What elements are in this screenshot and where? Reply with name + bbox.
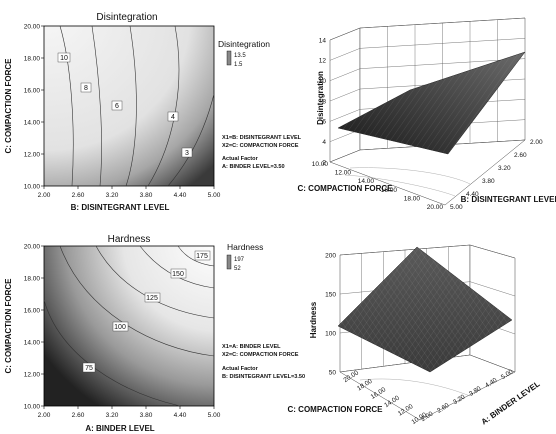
y-tick-label: 10.00: [24, 183, 41, 190]
contour2-label: 75: [85, 365, 93, 372]
surface1-x-tick: 18.00: [404, 195, 421, 202]
contour1-title: Disintegration: [96, 12, 157, 23]
contour1-label: 4: [171, 114, 175, 121]
surface1-y-tick: 3.80: [482, 178, 495, 185]
y-tick-label: 12.00: [24, 151, 41, 158]
surface2-z-tick: 50: [329, 369, 337, 376]
contour2-legend-max: 197: [234, 257, 245, 263]
contour2-fill: [43, 245, 215, 407]
surface1-z-tick: 4: [322, 139, 326, 146]
surface1-zlabel: Disintegration: [316, 71, 325, 125]
y-tick-label: 12.00: [24, 371, 41, 378]
y-tick-label: 18.00: [24, 275, 41, 282]
surface1-z-tick: 6: [322, 119, 326, 126]
y-tick-label: 14.00: [24, 119, 41, 126]
surface1-z-tick: 8: [322, 98, 326, 105]
x-tick-label: 3.20: [106, 192, 119, 199]
surface1-x-tick: 10.00: [312, 161, 329, 168]
contour2-ylabel: C: COMPACTION FORCE: [4, 278, 13, 374]
contour1-note: X1=B: DISINTEGRANT LEVEL: [222, 135, 302, 141]
contour1-note: X2=C: COMPACTION FORCE: [222, 143, 299, 149]
x-tick-label: 3.20: [106, 412, 119, 419]
contour2-legend-title: Hardness: [227, 242, 263, 252]
disintegration-contour-panel: Disintegration 10 8 6 4 3 10.00 12.00 14.0…: [4, 12, 302, 212]
contour2-note: B: DISINTEGRANT LEVEL=3.50: [222, 374, 305, 380]
surface1-y-tick: 2.60: [514, 152, 527, 159]
contour2-label: 175: [196, 253, 208, 260]
y-tick-label: 16.00: [24, 307, 41, 314]
contour1-xlabel: B: DISINTEGRANT LEVEL: [71, 203, 170, 212]
contour2-xlabel: A: BINDER LEVEL: [85, 424, 154, 433]
contour1-legend-min: 1.5: [234, 62, 243, 68]
contour1-fill: [43, 25, 215, 187]
contour1-legend-title: Disintegration: [218, 39, 270, 49]
contour1-label: 8: [84, 85, 88, 92]
contour1-label: 6: [115, 103, 119, 110]
x-tick-label: 4.40: [174, 412, 187, 419]
contour1-line: [147, 25, 180, 187]
surface1-x-tick: 14.00: [358, 178, 375, 185]
contour2-note: Actual Factor: [222, 366, 259, 372]
contour1-line: [59, 25, 74, 187]
y-tick-label: 20.00: [24, 23, 41, 30]
surface1-y-tick: 3.20: [498, 165, 511, 172]
contour1-ylabel: C: COMPACTION FORCE: [4, 58, 13, 154]
x-tick-label: 5.00: [208, 192, 221, 199]
contour1-line: [125, 25, 137, 187]
surface1-x-tick: 16.00: [381, 187, 398, 194]
contour2-label: 125: [146, 295, 158, 302]
contour2-title: Hardness: [108, 234, 151, 245]
contour1-note: Actual Factor: [222, 156, 259, 162]
surface1-z-tick: 10: [319, 78, 327, 85]
contour2-legend-swatch: [226, 254, 232, 270]
x-tick-label: 2.00: [38, 412, 51, 419]
surface1-y-tick: 4.40: [466, 191, 479, 198]
surface2-xlabel: C: COMPACTION FORCE: [288, 405, 384, 414]
x-tick-label: 3.80: [140, 412, 153, 419]
surface2-z-tick: 150: [325, 291, 336, 298]
contour1-legend-max: 13.5: [234, 53, 246, 59]
contour1-note: A: BINDER LEVEL=3.50: [222, 164, 285, 170]
surface2-z-tick: 100: [325, 330, 336, 337]
surface1-ylabel: B: DISINTEGRANT LEVEL: [461, 195, 556, 204]
surface1-z-tick: 14: [319, 37, 327, 44]
surface2-zlabel: Hardness: [309, 301, 318, 338]
x-tick-label: 5.00: [208, 412, 221, 419]
y-tick-label: 20.00: [24, 243, 41, 250]
disintegration-surface-panel: 2 4 6 8 10 12 14 10.00 12.00 14.00 16.00 18.00 20.0…: [298, 17, 556, 211]
contour2-legend-min: 52: [234, 266, 241, 272]
surface1-z-tick: 12: [319, 58, 327, 65]
contour1-line: [91, 25, 102, 187]
surface1-x-tick: 20.00: [427, 204, 444, 211]
surface1-xlabel: C: COMPACTION FORCE: [298, 184, 394, 193]
y-tick-label: 18.00: [24, 55, 41, 62]
contour2-note: X1=A: BINDER LEVEL: [222, 344, 281, 350]
y-tick-label: 14.00: [24, 339, 41, 346]
x-tick-label: 2.60: [72, 192, 85, 199]
surface2-z-tick: 200: [325, 252, 336, 259]
surface1-y-tick: 2.00: [530, 139, 543, 146]
x-tick-label: 3.80: [140, 192, 153, 199]
contour2-note: X2=C: COMPACTION FORCE: [222, 352, 299, 358]
y-tick-label: 16.00: [24, 87, 41, 94]
contour1-line: [167, 93, 215, 187]
contour2-line: [177, 245, 215, 267]
surface1-x-tick: 12.00: [335, 170, 352, 177]
surface1-y-tick: 5.00: [450, 204, 463, 211]
x-tick-label: 4.40: [174, 192, 187, 199]
contour2-line: [43, 299, 181, 407]
contour2-label: 150: [172, 271, 184, 278]
y-tick-label: 10.00: [24, 403, 41, 410]
contour1-legend-swatch: [226, 50, 232, 66]
hardness-contour-panel: Hardness 175 150 125 100 75 10.00 12.00 14…: [4, 234, 305, 433]
contour2-label: 100: [114, 324, 126, 331]
contour1-label: 10: [60, 55, 68, 62]
surface1-z-tick: 2: [322, 159, 326, 166]
x-tick-label: 2.60: [72, 412, 85, 419]
x-tick-label: 2.00: [38, 192, 51, 199]
contour1-label: 3: [185, 150, 189, 157]
